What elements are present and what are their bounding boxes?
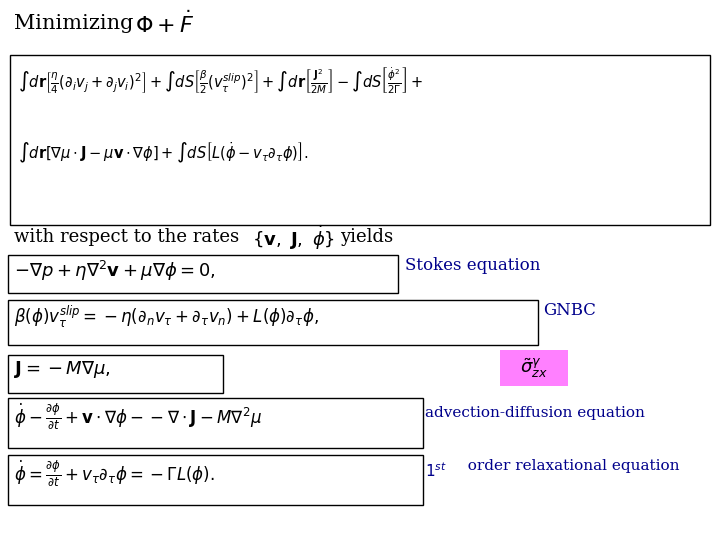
Text: $\beta(\phi)v_\tau^{slip} = -\eta(\partial_n v_\tau + \partial_\tau v_n) + L(\ph: $\beta(\phi)v_\tau^{slip} = -\eta(\parti… <box>14 304 319 330</box>
FancyBboxPatch shape <box>500 350 568 386</box>
Text: Minimizing: Minimizing <box>14 14 133 33</box>
Text: $1^{st}$: $1^{st}$ <box>425 461 447 480</box>
Text: with respect to the rates: with respect to the rates <box>14 228 239 246</box>
Text: $-\nabla p + \eta\nabla^2\mathbf{v} + \mu\nabla\phi = 0,$: $-\nabla p + \eta\nabla^2\mathbf{v} + \m… <box>14 259 215 283</box>
Text: $\dot{\phi} = \frac{\partial\phi}{\partial t} + v_\tau\partial_\tau\phi = -\Gamm: $\dot{\phi} = \frac{\partial\phi}{\parti… <box>14 459 215 489</box>
Text: $\int d\mathbf{r}\left[\frac{\eta}{4}(\partial_i v_j+\partial_j v_i)^2\right]+\i: $\int d\mathbf{r}\left[\frac{\eta}{4}(\p… <box>18 65 423 96</box>
FancyBboxPatch shape <box>8 355 223 393</box>
Text: $\tilde{\sigma}^{\gamma}_{zx}$: $\tilde{\sigma}^{\gamma}_{zx}$ <box>520 356 548 380</box>
Text: Stokes equation: Stokes equation <box>405 257 541 274</box>
FancyBboxPatch shape <box>8 255 398 293</box>
FancyBboxPatch shape <box>8 455 423 505</box>
FancyBboxPatch shape <box>10 55 710 225</box>
Text: $\{\mathbf{v},\ \mathbf{J},\ \dot{\phi}\}$: $\{\mathbf{v},\ \mathbf{J},\ \dot{\phi}\… <box>252 224 335 252</box>
Text: GNBC: GNBC <box>543 302 596 319</box>
Text: yields: yields <box>340 228 393 246</box>
Text: $\Phi + \dot{F}$: $\Phi + \dot{F}$ <box>135 10 195 37</box>
FancyBboxPatch shape <box>8 398 423 448</box>
FancyBboxPatch shape <box>8 300 538 345</box>
Text: $\mathbf{J} = -M\nabla\mu,$: $\mathbf{J} = -M\nabla\mu,$ <box>14 359 111 380</box>
Text: $\int d\mathbf{r}\left[\nabla\mu\cdot\mathbf{J}-\mu\mathbf{v}\cdot\nabla\phi\rig: $\int d\mathbf{r}\left[\nabla\mu\cdot\ma… <box>18 140 309 165</box>
Text: order relaxational equation: order relaxational equation <box>458 459 680 473</box>
Text: $\dot{\phi} - \frac{\partial\phi}{\partial t} + \mathbf{v}\cdot\nabla\phi- -\nab: $\dot{\phi} - \frac{\partial\phi}{\parti… <box>14 402 262 432</box>
Text: advection-diffusion equation: advection-diffusion equation <box>425 406 645 420</box>
